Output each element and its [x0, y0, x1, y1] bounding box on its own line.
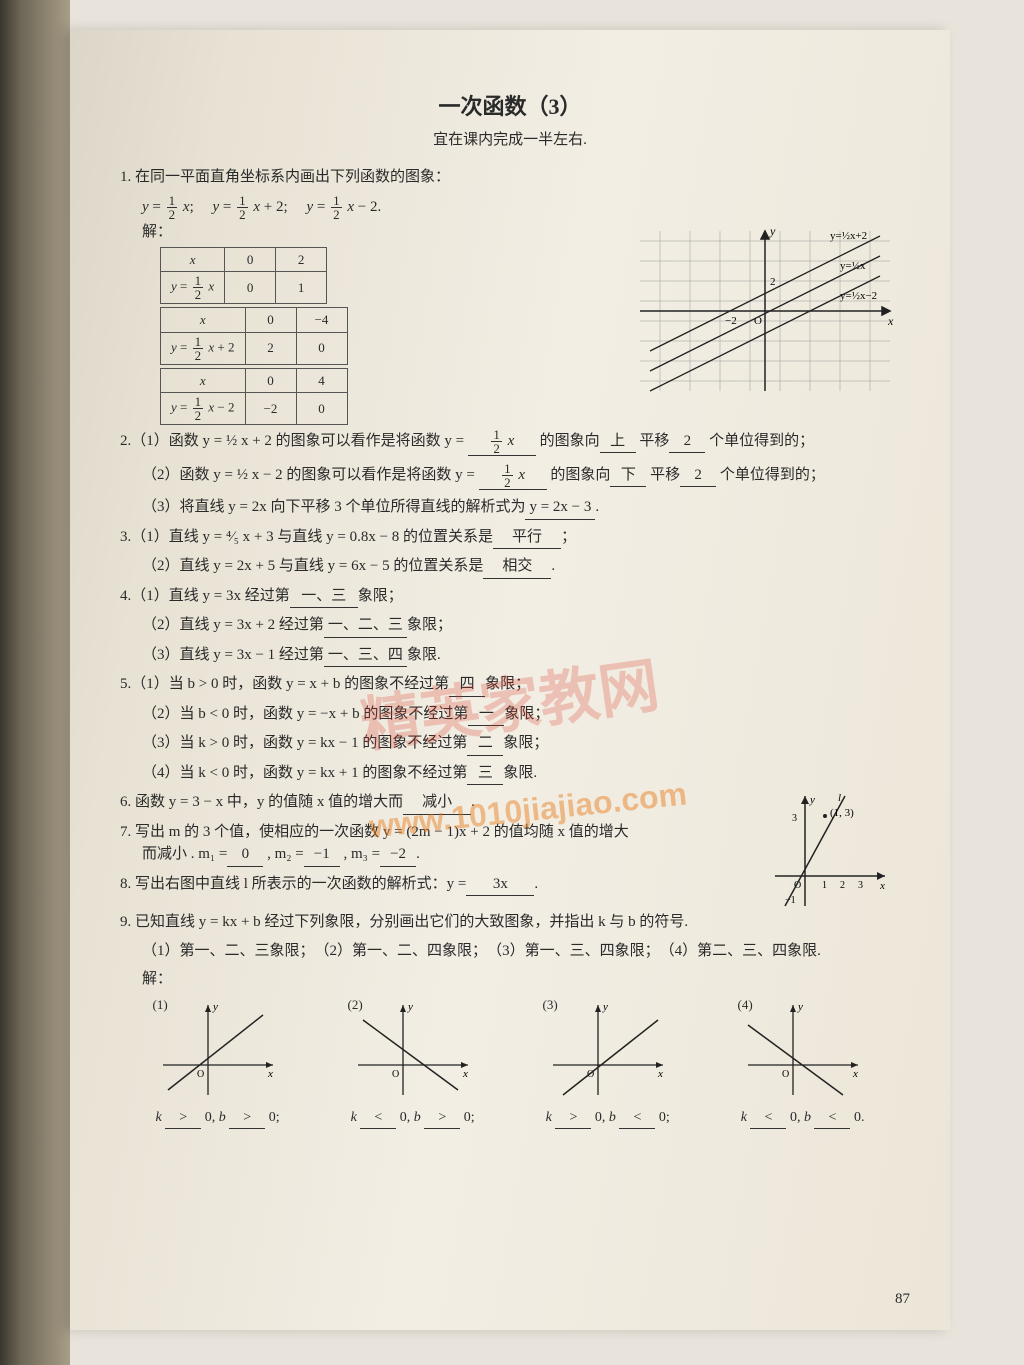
page-number: 87 — [895, 1288, 910, 1311]
q7: 7. 写出 m 的 3 个值，使相应的一次函数 y = (2m − 1)x + … — [120, 821, 760, 867]
svg-text:x: x — [879, 880, 885, 892]
q5b: （2）当 b < 0 时，函数 y = −x + b 的图象不经过第一象限； — [120, 703, 900, 727]
q8-graph: x y O 123 3 −1 (1, 3) l — [770, 791, 890, 911]
svg-text:y: y — [809, 794, 815, 806]
svg-text:2: 2 — [770, 276, 776, 288]
svg-text:x: x — [887, 314, 894, 328]
q1-funcs: y = 12 x; y = 12 x + 2; y = 12 x − 2. — [120, 194, 900, 221]
svg-text:3: 3 — [858, 880, 863, 891]
svg-text:3: 3 — [792, 813, 797, 824]
svg-text:x: x — [852, 1068, 858, 1080]
svg-text:y=½x: y=½x — [840, 260, 866, 272]
q1-text: 1. 在同一平面直角坐标系内画出下列函数的图象： — [120, 166, 900, 189]
q9-solve: 解： — [120, 968, 900, 991]
svg-text:y: y — [769, 224, 776, 238]
svg-text:y: y — [797, 1001, 803, 1013]
svg-text:2: 2 — [840, 880, 845, 891]
q2b: （2）函数 y = ½ x − 2 的图象可以看作是将函数 y = 12 x 的… — [120, 462, 900, 490]
q1-table3: x04 y = 12 x − 2−20 — [160, 368, 348, 426]
book-spine — [0, 0, 70, 1365]
q5d: （4）当 k < 0 时，函数 y = kx + 1 的图象不经过第三象限. — [120, 762, 900, 786]
svg-text:O: O — [392, 1069, 399, 1080]
svg-text:O: O — [782, 1069, 789, 1080]
q9-graphs: (1) xyO (2) xyO (3) xyO (4) xyO — [120, 995, 900, 1105]
svg-text:y: y — [602, 1001, 608, 1013]
svg-text:y: y — [407, 1001, 413, 1013]
q2c: （3）将直线 y = 2x 向下平移 3 个单位所得直线的解析式为y = 2x … — [120, 496, 900, 520]
svg-text:O: O — [197, 1069, 204, 1080]
q1-graph: x y O −2 2 y=½x+2 y=½x y=½x−2 — [630, 221, 900, 401]
q9-cases: （1）第一、二、三象限； （2）第一、二、四象限； （3）第一、三、四象限； （… — [120, 940, 900, 963]
q4a: 4.（1）直线 y = 3x 经过第一、三象限； — [120, 585, 900, 609]
q8: 8. 写出右图中直线 l 所表示的一次函数的解析式：y =3x. — [120, 873, 760, 897]
q5a: 5.（1）当 b > 0 时，函数 y = x + b 的图象不经过第四象限； — [120, 673, 900, 697]
svg-text:y: y — [212, 1001, 218, 1013]
q4c: （3）直线 y = 3x − 1 经过第一、三、四象限. — [120, 644, 900, 668]
q9-text: 9. 已知直线 y = kx + b 经过下列象限，分别画出它们的大致图象，并指… — [120, 911, 900, 934]
q5c: （3）当 k > 0 时，函数 y = kx − 1 的图象不经过第二象限； — [120, 732, 900, 756]
svg-text:1: 1 — [822, 880, 827, 891]
svg-text:l: l — [838, 792, 841, 804]
q1-table2: x0−4 y = 12 x + 220 — [160, 307, 348, 365]
page: 一次函数（3） 宜在课内完成一半左右. 1. 在同一平面直角坐标系内画出下列函数… — [70, 30, 950, 1330]
svg-text:y=½x−2: y=½x−2 — [840, 290, 877, 302]
svg-text:−2: −2 — [725, 315, 737, 327]
q3a: 3.（1）直线 y = ⁴⁄₅ x + 3 与直线 y = 0.8x − 8 的… — [120, 526, 900, 550]
page-subtitle: 宜在课内完成一半左右. — [120, 129, 900, 152]
q2a: 2.（1）函数 y = ½ x + 2 的图象可以看作是将函数 y = 12 x… — [120, 428, 900, 456]
q1-solve: 解： — [120, 221, 348, 244]
svg-text:x: x — [267, 1068, 273, 1080]
svg-text:x: x — [657, 1068, 663, 1080]
q3b: （2）直线 y = 2x + 5 与直线 y = 6x − 5 的位置关系是相交… — [120, 555, 900, 579]
q9-signs: k > 0, b > 0; k < 0, b > 0; k > 0, b < 0… — [120, 1107, 900, 1129]
q6: 6. 函数 y = 3 − x 中，y 的值随 x 值的增大而减小. — [120, 791, 760, 815]
q4b: （2）直线 y = 3x + 2 经过第一、二、三象限； — [120, 614, 900, 638]
svg-text:y=½x+2: y=½x+2 — [830, 230, 867, 242]
svg-text:(1, 3): (1, 3) — [830, 807, 854, 819]
svg-text:x: x — [462, 1068, 468, 1080]
page-title: 一次函数（3） — [120, 90, 900, 123]
q1-table1: x02 y = 12 x01 — [160, 247, 327, 305]
